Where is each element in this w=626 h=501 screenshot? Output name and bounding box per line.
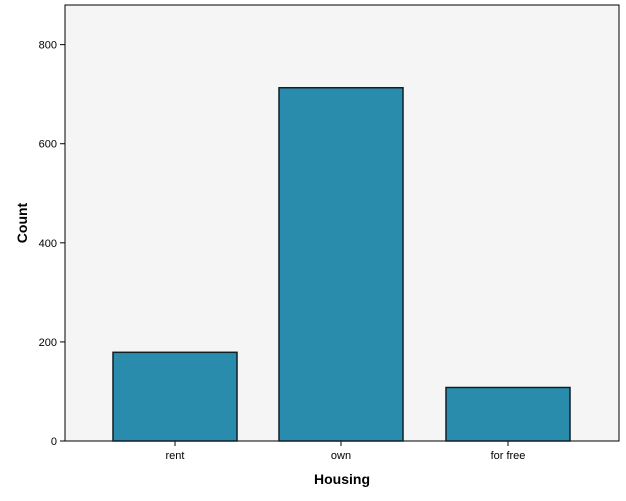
bar-own [278,86,404,442]
bar-for-free [445,386,571,442]
y-tick-label: 400 [39,238,57,250]
y-tick-label: 800 [39,40,57,52]
y-tick-label: 200 [39,337,57,349]
y-tick-label: 0 [51,436,57,448]
y-axis: 0 200 400 600 800 [39,40,65,448]
bar-rent [112,351,238,442]
x-tick-label: own [331,450,351,462]
x-tick-label: for free [491,450,526,462]
y-tick-label: 600 [39,139,57,151]
x-axis: rent own for free [166,441,526,462]
y-axis-title: Count [14,202,30,243]
x-tick-label: rent [166,450,185,462]
bars [112,86,571,442]
x-axis-title: Housing [314,471,370,487]
